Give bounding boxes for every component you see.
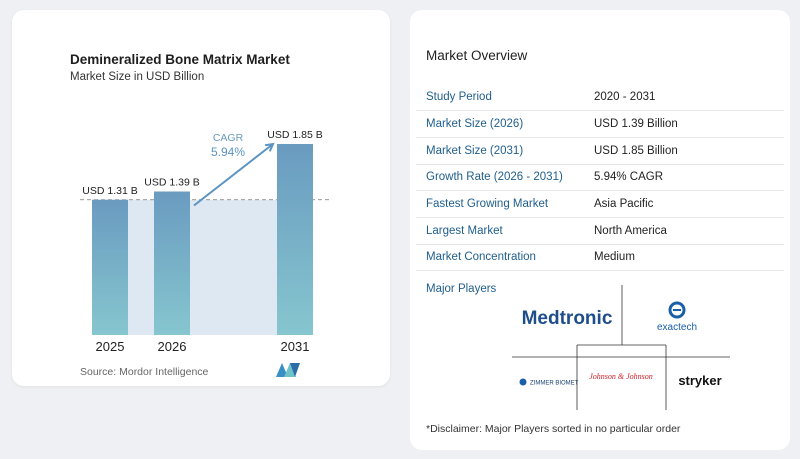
table-row: Largest Market North America xyxy=(416,217,784,245)
bar-2031 xyxy=(277,144,313,335)
growth-arrow xyxy=(193,143,274,207)
logo-johnson-johnson: Johnson & Johnson xyxy=(589,372,653,381)
row-key: Study Period xyxy=(416,84,594,112)
table-row: Market Size (2026) USD 1.39 Billion xyxy=(416,110,784,138)
data-label: USD 1.39 B xyxy=(144,176,199,188)
logo-zimmer-biomet: ZIMMER BIOMET xyxy=(530,381,579,387)
bar-2026 xyxy=(154,191,190,335)
growth-band xyxy=(92,199,313,335)
logo-medtronic: Medtronic xyxy=(522,308,613,329)
x-tick-label: 2031 xyxy=(281,339,310,354)
x-tick-label: 2025 xyxy=(96,339,125,354)
table-row: Growth Rate (2026 - 2031) 5.94% CAGR xyxy=(416,164,784,192)
zimmer-biomet-icon xyxy=(519,378,527,386)
row-value: Medium xyxy=(594,244,784,272)
disclaimer: *Disclaimer: Major Players sorted in no … xyxy=(426,423,681,435)
chart-title: Demineralized Bone Matrix Market xyxy=(70,52,290,67)
row-key: Growth Rate (2026 - 2031) xyxy=(416,164,594,192)
source-note: Source: Mordor Intelligence xyxy=(80,366,209,378)
row-key: Largest Market xyxy=(416,217,594,245)
major-players-title: Major Players xyxy=(426,283,497,295)
table-row: Market Size (2031) USD 1.85 Billion xyxy=(416,137,784,165)
logo-stryker: stryker xyxy=(678,373,721,388)
bar-2025 xyxy=(92,199,128,335)
exactech-icon xyxy=(668,301,686,319)
chart-subtitle: Market Size in USD Billion xyxy=(70,71,205,83)
table-row: Study Period 2020 - 2031 xyxy=(416,84,784,112)
row-value: 5.94% CAGR xyxy=(594,164,784,192)
x-tick-label: 2026 xyxy=(158,339,187,354)
row-key: Market Concentration xyxy=(416,244,594,272)
row-value: USD 1.85 Billion xyxy=(594,137,784,165)
row-key: Fastest Growing Market xyxy=(416,190,594,218)
logo-exactech: exactech xyxy=(657,322,697,333)
overview-table: Study Period 2020 - 2031 Market Size (202… xyxy=(416,84,784,272)
cagr-value: 5.94% xyxy=(211,145,245,159)
row-value: Asia Pacific xyxy=(594,190,784,218)
row-value: 2020 - 2031 xyxy=(594,84,784,112)
row-key: Market Size (2026) xyxy=(416,110,594,138)
table-row: Fastest Growing Market Asia Pacific xyxy=(416,190,784,218)
table-row: Market Concentration Medium xyxy=(416,244,784,272)
row-value: USD 1.39 Billion xyxy=(594,110,784,138)
arrow-head-icon xyxy=(264,142,275,152)
data-label: USD 1.85 B xyxy=(267,129,322,141)
row-value: North America xyxy=(594,217,784,245)
overview-title: Market Overview xyxy=(426,48,528,63)
mordor-logo-icon xyxy=(276,363,300,377)
row-key: Market Size (2031) xyxy=(416,137,594,165)
cagr-label: CAGR xyxy=(213,132,244,144)
bar-chart: USD 1.31 B 2025 USD 1.39 B 2026 USD 1.85 B 20… xyxy=(80,129,330,354)
data-label: USD 1.31 B xyxy=(82,185,137,197)
